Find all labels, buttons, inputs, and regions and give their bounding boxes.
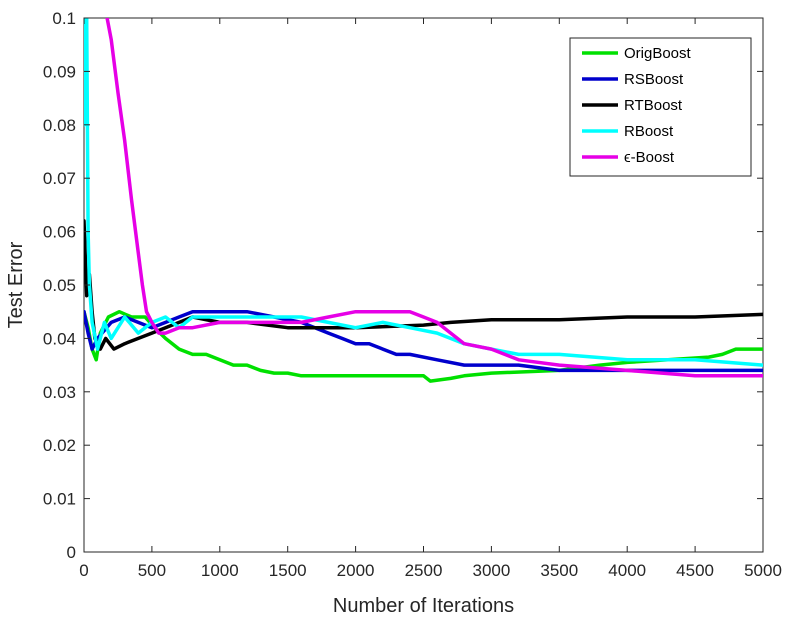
x-axis-label: Number of Iterations (333, 595, 514, 617)
y-axis-label: Test Error (5, 241, 27, 328)
legend-box (569, 37, 752, 177)
y-tick-label: 0.04 (43, 329, 76, 348)
y-tick-label: 0.05 (43, 276, 76, 295)
legend-entry-label: ϵ-Boost (624, 149, 675, 166)
series-layer (84, 18, 763, 383)
axes-layer: 0 500 1000 1500 2000 2500 3000 3500 4000 4500 5000… (43, 9, 782, 580)
y-tick-label: 0 (67, 543, 76, 562)
series-line-4 (105, 18, 763, 378)
y-tick-label: 0.02 (43, 436, 76, 455)
x-tick-label: 500 (138, 561, 166, 580)
y-tick-label: 0.1 (52, 9, 76, 28)
legend-entry-label: OrigBoost (624, 45, 692, 62)
x-tick-label: 2500 (405, 561, 443, 580)
y-tick-label: 0.08 (43, 116, 76, 135)
y-tick-label: 0.06 (43, 223, 76, 242)
x-tick-label: 1500 (269, 561, 307, 580)
x-tick-label: 4000 (608, 561, 646, 580)
legend: OrigBoost RSBoost RTBoost RBoost ϵ-Boost (569, 37, 752, 177)
legend-entry-label: RSBoost (624, 71, 684, 88)
y-tick-label: 0.07 (43, 169, 76, 188)
series-line-0 (84, 309, 763, 383)
x-tick-label: 0 (79, 561, 88, 580)
y-tick-label: 0.01 (43, 490, 76, 509)
legend-entry-label: RBoost (624, 123, 674, 140)
x-tick-label: 3000 (472, 561, 510, 580)
x-tick-label: 3500 (540, 561, 578, 580)
y-tick-label: 0.03 (43, 383, 76, 402)
x-tick-label: 5000 (744, 561, 782, 580)
x-tick-label: 1000 (201, 561, 239, 580)
y-tick-label: 0.09 (43, 62, 76, 81)
x-tick-label: 2000 (337, 561, 375, 580)
legend-entry-label: RTBoost (624, 97, 683, 114)
x-tick-label: 4500 (676, 561, 714, 580)
